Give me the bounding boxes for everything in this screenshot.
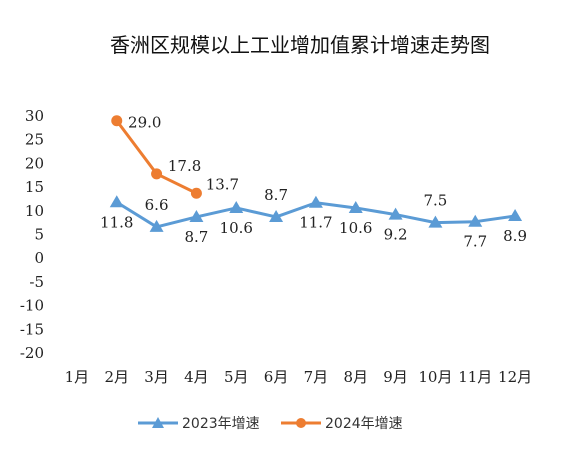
data-point bbox=[111, 115, 123, 127]
data-point bbox=[149, 219, 164, 232]
data-label: 29.0 bbox=[128, 114, 161, 132]
y-tick-label: 10 bbox=[25, 202, 44, 220]
legend: 2023年增速 2024年增速 bbox=[138, 416, 403, 432]
data-label: 8.9 bbox=[503, 227, 527, 245]
y-tick-label: 25 bbox=[25, 131, 44, 149]
x-tick-label: 1月 bbox=[65, 368, 90, 386]
data-label: 7.7 bbox=[463, 233, 487, 251]
data-point bbox=[468, 214, 483, 227]
data-point bbox=[428, 215, 443, 228]
data-label: 17.8 bbox=[168, 157, 201, 175]
y-tick-label: -20 bbox=[20, 344, 44, 362]
data-label: 10.6 bbox=[220, 219, 253, 237]
legend-marker bbox=[152, 417, 164, 428]
x-tick-label: 3月 bbox=[144, 368, 169, 386]
x-tick-label: 6月 bbox=[264, 368, 289, 386]
x-tick-label: 5月 bbox=[224, 368, 249, 386]
x-tick-label: 10月 bbox=[418, 368, 452, 386]
x-tick-label: 11月 bbox=[458, 368, 492, 386]
chart-title: 香洲区规模以上工业增加值累计增速走势图 bbox=[110, 33, 490, 57]
data-point bbox=[229, 200, 244, 213]
data-label: 11.8 bbox=[100, 213, 133, 231]
y-tick-label: 15 bbox=[25, 178, 44, 196]
y-tick-label: 30 bbox=[25, 107, 44, 125]
data-point bbox=[189, 209, 204, 222]
data-label: 10.6 bbox=[339, 219, 372, 237]
data-label: 6.6 bbox=[145, 196, 169, 214]
data-label: 8.7 bbox=[264, 186, 288, 204]
data-label: 8.7 bbox=[184, 228, 208, 246]
x-tick-label: 2月 bbox=[104, 368, 129, 386]
legend-label: 2023年增速 bbox=[182, 416, 260, 432]
y-tick-label: 20 bbox=[25, 154, 44, 172]
data-point bbox=[151, 168, 163, 180]
series-layer bbox=[109, 115, 523, 232]
legend-marker bbox=[296, 418, 306, 428]
data-label: 13.7 bbox=[206, 175, 239, 193]
data-point bbox=[269, 209, 284, 222]
data-label: 11.7 bbox=[299, 214, 332, 232]
data-point bbox=[308, 195, 323, 208]
data-point bbox=[348, 200, 363, 213]
y-tick-label: -10 bbox=[20, 297, 44, 315]
data-labels: 11.8 6.6 8.7 10.6 8.7 11.7 10.6 9.2 7.5 7.7 8.9 29.… bbox=[100, 114, 527, 251]
data-label: 9.2 bbox=[384, 226, 408, 244]
y-tick-label: 0 bbox=[34, 249, 44, 267]
data-label: 7.5 bbox=[423, 192, 447, 210]
data-point bbox=[388, 207, 403, 220]
y-tick-label: -15 bbox=[20, 320, 44, 338]
legend-label: 2024年增速 bbox=[325, 416, 403, 432]
y-tick-label: -5 bbox=[29, 273, 44, 291]
x-tick-label: 7月 bbox=[304, 368, 329, 386]
x-tick-label: 9月 bbox=[383, 368, 408, 386]
data-point bbox=[190, 187, 202, 199]
data-point bbox=[508, 209, 523, 222]
data-point bbox=[109, 195, 124, 208]
axes: 30 25 20 15 10 5 0 -5 -10 -15 -20 1月 2月 3月 4月 5月 6月 7月 8月 9… bbox=[20, 107, 532, 386]
x-tick-label: 12月 bbox=[498, 368, 532, 386]
y-tick-label: 5 bbox=[34, 226, 44, 244]
x-tick-label: 8月 bbox=[343, 368, 368, 386]
x-tick-label: 4月 bbox=[184, 368, 209, 386]
